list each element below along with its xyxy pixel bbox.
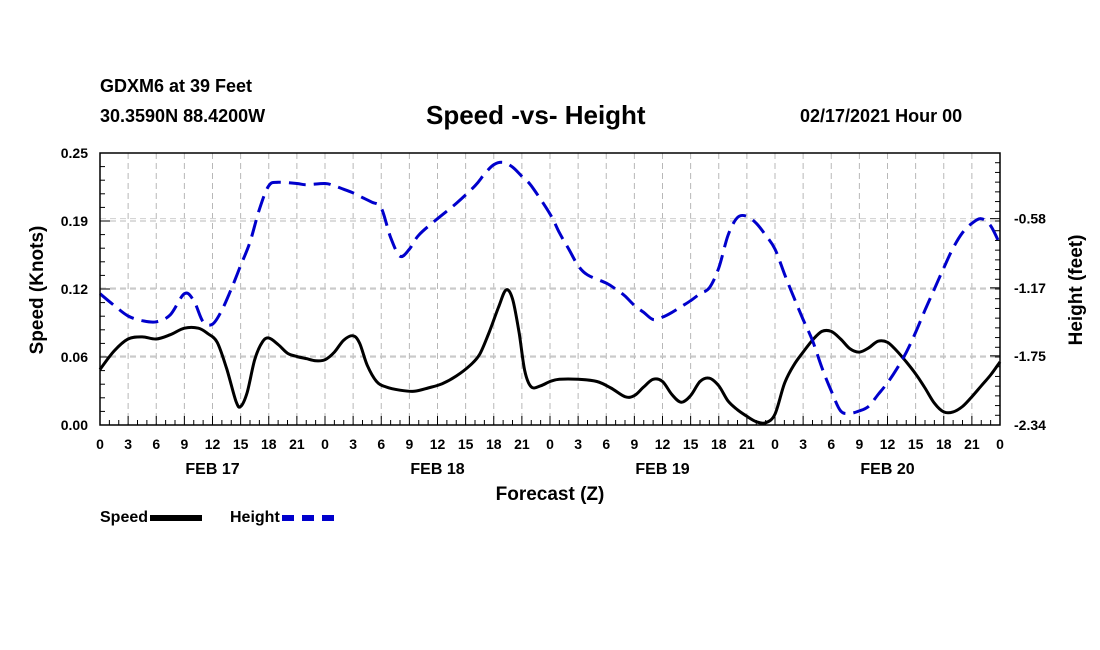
series-lines [98, 160, 1002, 425]
x-day-label: FEB 19 [635, 461, 689, 478]
series-line-speed [98, 288, 1002, 425]
x-tick-label: 9 [855, 436, 863, 452]
y-axis-right-title: Height (feet) [1066, 235, 1087, 346]
y-right-tick-label: -1.75 [1014, 348, 1046, 364]
y-left-tick-label: 0.12 [61, 281, 88, 297]
legend-speed-label: Speed [100, 509, 149, 526]
x-tick-label: 0 [546, 436, 554, 452]
x-tick-label: 0 [771, 436, 779, 452]
x-tick-label: 3 [799, 436, 807, 452]
x-tick-label: 12 [430, 436, 446, 452]
x-tick-label: 3 [124, 436, 132, 452]
station-title: GDXM6 at 39 Feet [100, 76, 253, 96]
x-tick-label: 18 [711, 436, 727, 452]
x-tick-label: 15 [683, 436, 699, 452]
chart-title: Speed -vs- Height [426, 100, 646, 130]
x-tick-label: 3 [574, 436, 582, 452]
x-tick-label: 6 [377, 436, 385, 452]
x-day-label: FEB 18 [410, 461, 464, 478]
y-right-tick-label: -1.17 [1014, 280, 1046, 296]
y-left-tick-label: 0.06 [61, 349, 88, 365]
y-right-tick-label: -2.34 [1014, 417, 1046, 433]
x-axis-title: Forecast (Z) [496, 484, 605, 505]
axis-labels: 0 3 6 9 12 15 18 21 0 3 6 9 12 15 18 21 0 3 6 9 12 15 18 21 0 3 6 9… [61, 145, 1046, 478]
x-tick-label: 12 [655, 436, 671, 452]
x-tick-label: 15 [458, 436, 474, 452]
x-tick-label: 21 [514, 436, 530, 452]
x-tick-label: 9 [405, 436, 413, 452]
y-left-tick-label: 0.00 [61, 417, 88, 433]
x-day-label: FEB 17 [185, 461, 239, 478]
legend-speed-swatch [150, 514, 203, 521]
y-left-tick-label: 0.25 [61, 145, 88, 161]
x-tick-label: 15 [908, 436, 924, 452]
x-tick-label: 18 [261, 436, 277, 452]
x-tick-label: 6 [602, 436, 610, 452]
axis-ticks [99, 152, 1001, 426]
x-tick-label: 0 [321, 436, 329, 452]
forecast-datetime: 02/17/2021 Hour 00 [800, 106, 963, 126]
series-line-height [99, 160, 1002, 416]
x-day-label: FEB 20 [860, 461, 914, 478]
x-tick-label: 18 [486, 436, 502, 452]
x-tick-label: 3 [349, 436, 357, 452]
y-left-tick-label: 0.19 [61, 213, 88, 229]
x-tick-label: 21 [964, 436, 980, 452]
station-coordinates: 30.3590N 88.4200W [100, 106, 266, 126]
x-tick-label: 12 [205, 436, 221, 452]
x-tick-label: 15 [233, 436, 249, 452]
x-tick-label: 18 [936, 436, 952, 452]
legend-speed: Speed [100, 509, 203, 527]
legend-height-label: Height [230, 509, 280, 526]
legend-height-swatch [281, 514, 334, 521]
x-tick-label: 0 [96, 436, 104, 452]
y-axis-left-title: Speed (Knots) [27, 226, 48, 355]
x-tick-label: 21 [739, 436, 755, 452]
y-right-tick-label: -0.58 [1014, 211, 1046, 227]
x-tick-label: 0 [996, 436, 1004, 452]
x-tick-label: 12 [880, 436, 896, 452]
x-tick-label: 9 [630, 436, 638, 452]
x-tick-label: 21 [289, 436, 305, 452]
grid-lines [100, 153, 1000, 426]
x-tick-label: 6 [827, 436, 835, 452]
x-tick-label: 6 [152, 436, 160, 452]
x-tick-label: 9 [180, 436, 188, 452]
legend-height: Height [230, 509, 334, 527]
